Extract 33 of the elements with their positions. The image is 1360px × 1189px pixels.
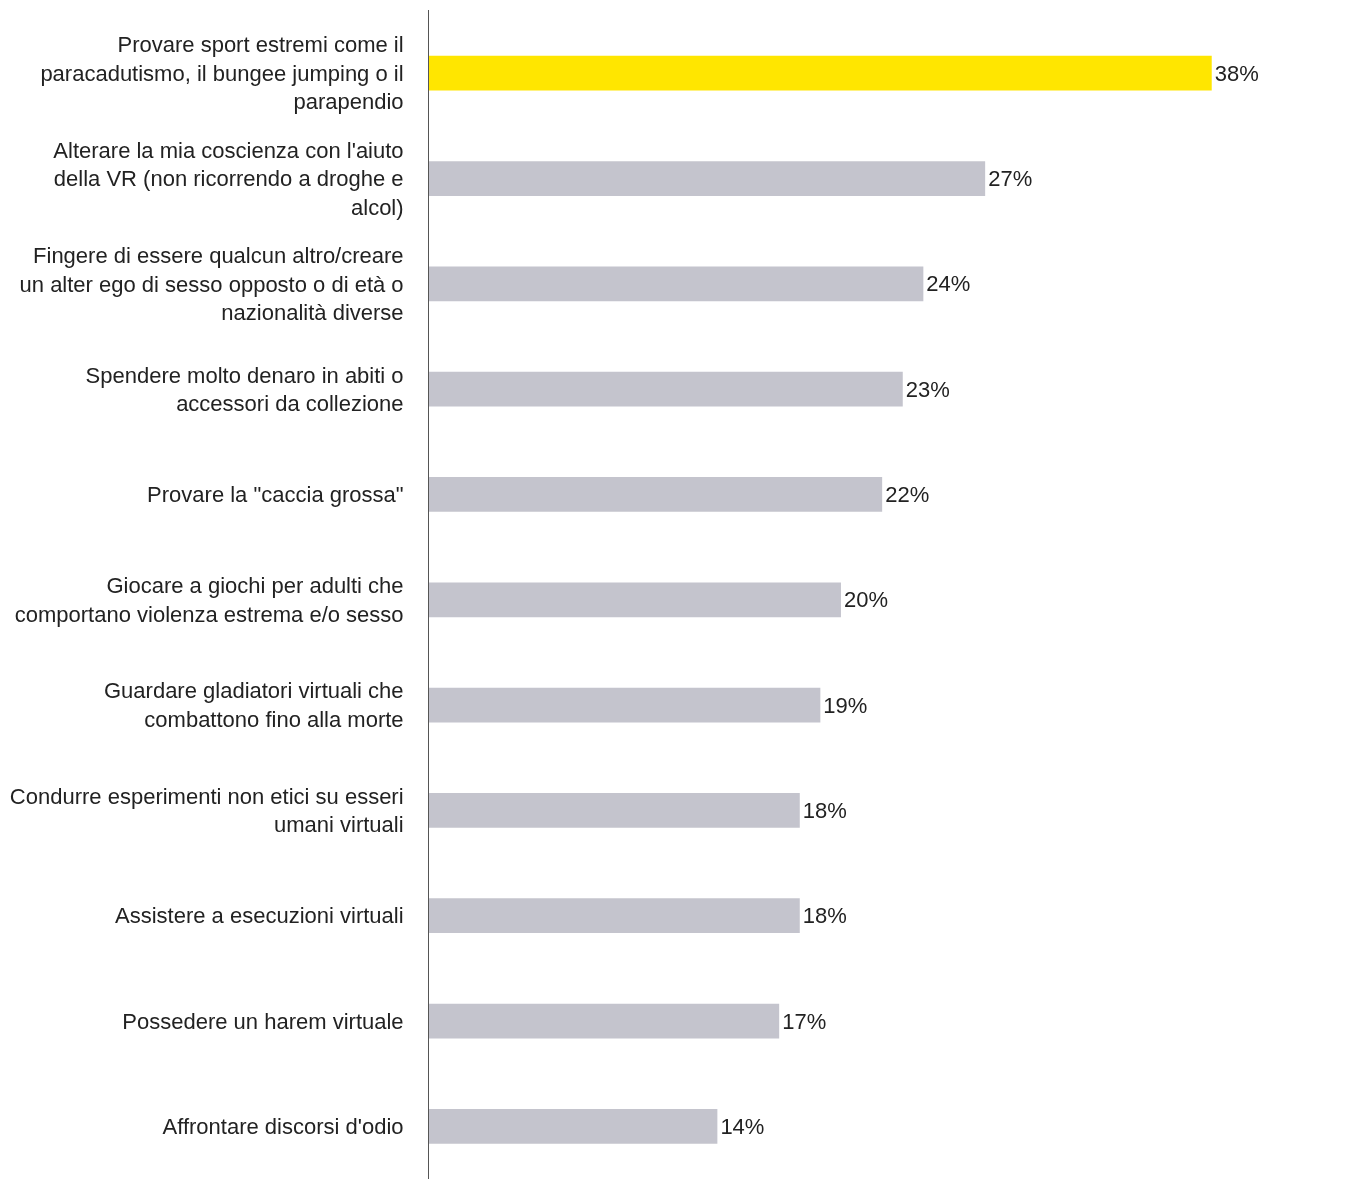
data-label: 22% (885, 481, 930, 507)
data-label: 19% (823, 692, 868, 718)
y-tick-label: Possedere un harem virtuale (122, 1008, 404, 1034)
y-tick-label: Provare la "caccia grossa" (147, 482, 404, 508)
y-tick-label: Affrontare discorsi d'odio (162, 1114, 404, 1140)
bar (429, 266, 924, 302)
data-label: 23% (905, 376, 950, 402)
bar (429, 1108, 718, 1144)
y-tick-label: Condurre esperimenti non etici su esseri umani virtuali (9, 783, 404, 838)
bar (429, 1003, 780, 1039)
data-label: 18% (802, 903, 847, 929)
data-label: 24% (926, 271, 971, 297)
y-tick-label: Assistere a esecuzioni virtuali (115, 903, 404, 929)
bar (429, 477, 883, 512)
bar (429, 582, 841, 618)
data-label: 17% (782, 1008, 827, 1034)
data-label: 27% (988, 166, 1033, 192)
data-label: 20% (843, 587, 889, 613)
bar (429, 898, 800, 934)
y-tick-label: Fingere di essere qualcun altro/creare un alter ego di sesso opposto o di età o nazionalità diverse (19, 242, 404, 326)
y-tick-label: Provare sport estremi come il paracadutismo, il bungee jumping o il parapendio (40, 32, 404, 115)
bar (429, 371, 903, 407)
y-tick-label: Spendere molto denaro in abiti o accessori da collezione (85, 362, 404, 417)
bar (429, 161, 986, 196)
bar (429, 55, 1212, 91)
y-tick-label: Guardare gladiatori virtuali che combattono fino alla morte (103, 678, 404, 733)
bar (429, 687, 821, 723)
data-label: 14% (720, 1113, 765, 1139)
y-tick-label: Giocare a giochi per adulti che comportano violenza estrema e/o sesso (14, 573, 404, 627)
data-label: 38% (1214, 60, 1259, 86)
bar (429, 793, 800, 828)
data-label: 18% (802, 797, 847, 823)
y-tick-label: Alterare la mia coscienza con l'aiuto della VR (non ricorrendo a droghe e alcol) (53, 137, 404, 220)
